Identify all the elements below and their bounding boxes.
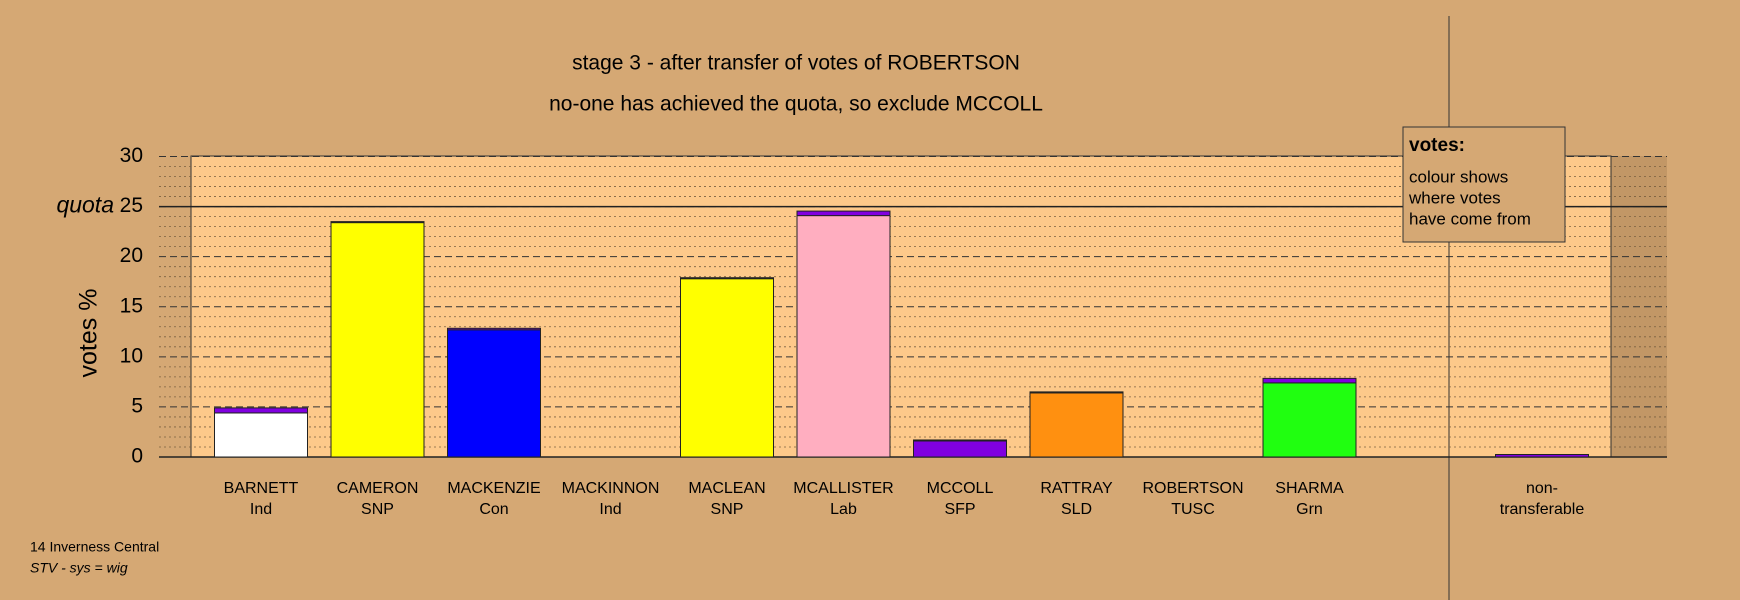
footer: STV - sys = wig — [30, 560, 128, 576]
y-tick-label: 10 — [120, 344, 143, 367]
bar-segment — [796, 215, 891, 458]
bar-segment — [913, 440, 1007, 458]
x-tick-sublabel: Grn — [1296, 501, 1323, 518]
footer: 14 Inverness Central — [30, 539, 159, 555]
marks: 0 5 10 15 20 25 30 quota BARNETT Ind CAMERON SNP MAC… — [56, 144, 1667, 518]
bar-segment — [1029, 391, 1124, 394]
x-tick-sublabel: TUSC — [1171, 501, 1215, 518]
x-tick-label: ROBERTSON — [1142, 480, 1243, 497]
legend-title: votes: — [1409, 135, 1465, 156]
x-tick-label: non- — [1526, 480, 1558, 497]
x-tick-label: RATTRAY — [1040, 480, 1113, 497]
y-tick-label: 30 — [120, 144, 143, 167]
bar-segment — [1262, 382, 1357, 458]
bar-segment — [796, 210, 891, 217]
bar-segment — [447, 327, 541, 331]
bar-segment — [1495, 453, 1589, 458]
bar-segment — [913, 439, 1007, 442]
x-tick-label: CAMERON — [337, 480, 419, 497]
x-tick-label: MCCOLL — [927, 480, 994, 497]
quota-label: quota — [56, 192, 114, 218]
y-axis-label: votes % — [75, 289, 103, 378]
x-tick-sublabel: Ind — [250, 501, 272, 518]
x-tick-sublabel: SLD — [1061, 501, 1092, 518]
x-tick-label: MACKINNON — [562, 480, 660, 497]
y-tick-label: 15 — [120, 294, 143, 317]
chart-subtitle: no-one has achieved the quota, so exclud… — [549, 93, 1043, 116]
chart-title: stage 3 - after transfer of votes of ROB… — [572, 52, 1020, 75]
x-tick-label: BARNETT — [224, 480, 299, 497]
x-tick-sublabel: SNP — [361, 501, 394, 518]
x-tick-label: MCALLISTER — [793, 480, 893, 497]
bar-segment — [1029, 392, 1124, 458]
legend-text: have come from — [1409, 209, 1531, 228]
bar-segment — [447, 329, 541, 458]
x-tick-sublabel: SFP — [944, 501, 975, 518]
bar-segment — [214, 412, 308, 458]
bar-segment — [214, 407, 308, 414]
bar-segment — [680, 277, 774, 280]
y-tick-label: 0 — [131, 445, 143, 468]
bar-segment — [330, 222, 425, 458]
legend-text: colour shows — [1409, 167, 1508, 186]
legend-box — [1402, 126, 1566, 243]
y-tick-label: 25 — [120, 194, 143, 217]
x-tick-sublabel: SNP — [711, 501, 744, 518]
legend-text: where votes — [1408, 188, 1501, 207]
x-tick-sublabel: Con — [479, 501, 508, 518]
x-tick-label: MACLEAN — [688, 480, 765, 497]
bar-segment — [1262, 377, 1357, 384]
x-tick-label: MACKENZIE — [447, 480, 540, 497]
y-tick-label: 5 — [131, 394, 143, 417]
x-tick-sublabel: transferable — [1500, 501, 1585, 518]
x-tick-label: SHARMA — [1275, 480, 1344, 497]
x-tick-sublabel: Ind — [599, 501, 621, 518]
bar-segment — [680, 278, 774, 458]
y-tick-label: 20 — [120, 244, 143, 267]
bar-segment — [330, 221, 425, 224]
x-tick-sublabel: Lab — [830, 501, 857, 518]
